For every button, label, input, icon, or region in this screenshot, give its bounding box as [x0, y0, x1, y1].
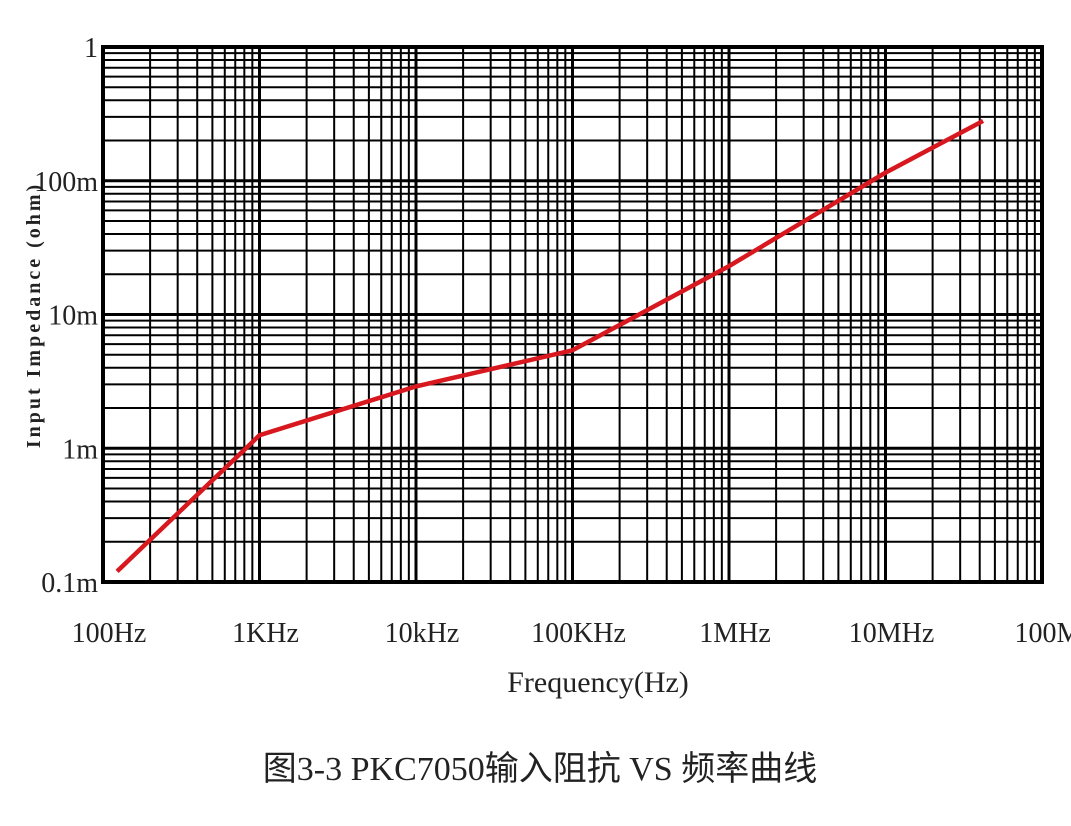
- x-tick-label: 100M: [1015, 618, 1071, 649]
- plot-frame: [101, 45, 1044, 584]
- y-tick-label: 1: [84, 33, 98, 64]
- y-tick-label: 1m: [62, 434, 98, 465]
- y-tick-label: 10m: [48, 301, 98, 332]
- x-tick-label: 1KHz: [232, 618, 299, 649]
- x-tick-label: 10MHz: [849, 618, 935, 649]
- y-tick-label: 100m: [34, 167, 98, 198]
- y-tick-label: 0.1m: [41, 568, 98, 599]
- x-tick-label: 1MHz: [699, 618, 771, 649]
- x-tick-label: 10kHz: [385, 618, 460, 649]
- x-tick-label: 100Hz: [72, 618, 147, 649]
- x-axis-label: Frequency(Hz): [507, 666, 689, 699]
- chart-title: 图3-3 PKC7050输入阻抗 VS 频率曲线: [263, 750, 817, 788]
- x-tick-label: 100KHz: [531, 618, 626, 649]
- y-axis-label: Input Impedance (ohm): [23, 182, 45, 448]
- data-line: [115, 118, 985, 574]
